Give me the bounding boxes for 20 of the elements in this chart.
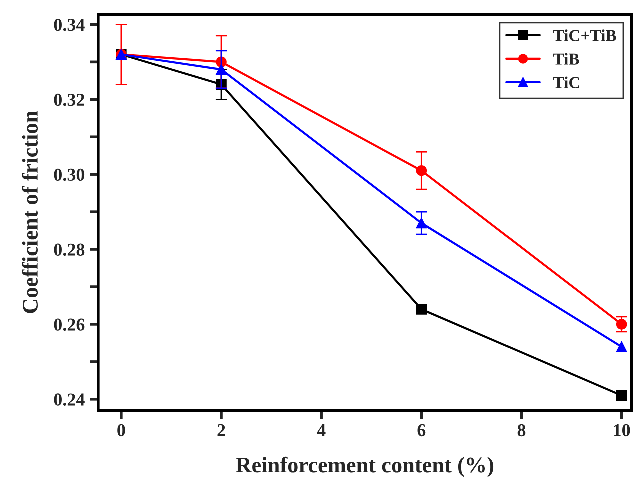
x-tick-label: 4	[317, 424, 326, 436]
legend-label: TiC	[554, 76, 580, 89]
legend-label: TiB	[554, 53, 580, 65]
x-tick-label: 0	[118, 424, 126, 437]
y-axis-title: Coefficient of friction	[22, 111, 38, 314]
point	[616, 342, 628, 352]
y-tick-label: 0.32	[54, 94, 84, 106]
y-tick-label: 0.30	[54, 168, 85, 182]
y-tick-label: 0.28	[54, 244, 85, 256]
x-axis-title: Reinforcement content (%)	[236, 456, 494, 478]
point	[216, 64, 227, 76]
y-tick-label: 0.34	[54, 18, 85, 32]
y-tick-label: 0.26	[54, 318, 85, 332]
legend-label: TiC+TiB	[554, 30, 616, 42]
point	[616, 390, 628, 402]
x-tick-label: 2	[218, 424, 226, 436]
y-tick-label: 0.24	[54, 394, 85, 406]
x-tick-label: 10	[614, 424, 630, 437]
x-tick-label: 8	[518, 424, 526, 437]
x-tick-label: 6	[418, 424, 426, 437]
